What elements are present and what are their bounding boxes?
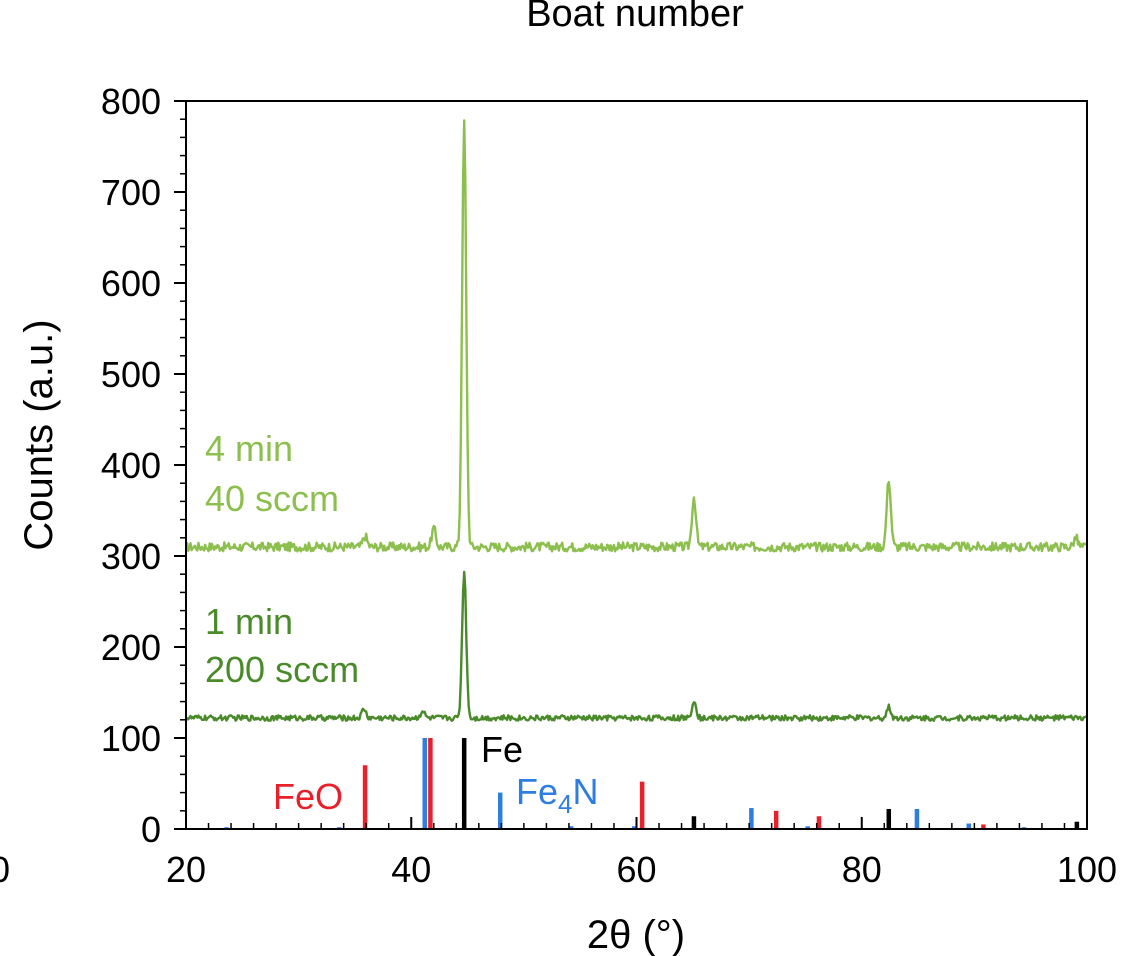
x-tick-label: 20 xyxy=(166,849,206,890)
series-label-1min-line2: 200 sccm xyxy=(205,649,359,690)
reference-label-fe: Fe xyxy=(481,729,523,770)
y-tick-label: 700 xyxy=(101,172,161,213)
fe4n-label-tail: N xyxy=(572,771,598,812)
x-tick-label: 100 xyxy=(1057,849,1117,890)
y-tick-label: 400 xyxy=(101,445,161,486)
reference-sticks-layer xyxy=(224,738,1080,829)
y-tick-label: 600 xyxy=(101,263,161,304)
fe4n-label-subscript: 4 xyxy=(558,789,572,819)
series-label-4min-line2: 40 sccm xyxy=(205,478,339,519)
series-line-1min-200sccm xyxy=(184,570,1088,722)
label-layer: 4 min 40 sccm 1 min 200 sccm FeO Fe Fe4N xyxy=(205,428,598,819)
reference-label-fe4n: Fe4N xyxy=(516,771,598,819)
series-label-1min-line1: 1 min xyxy=(205,601,293,642)
axis-layer: 20 40 60 80 100 0 100 200 300 400 500 600 700 800 xyxy=(101,81,1117,890)
cut-off-tick-label: 0 xyxy=(0,849,10,890)
chart-title: Boat number xyxy=(526,0,744,35)
y-axis-label: Counts (a.u.) xyxy=(17,319,61,550)
y-tick-label: 0 xyxy=(141,809,161,850)
series-layer xyxy=(184,119,1088,722)
y-tick-label: 100 xyxy=(101,718,161,759)
series-label-4min-line1: 4 min xyxy=(205,428,293,469)
x-tick-label: 40 xyxy=(391,849,431,890)
x-tick-label: 80 xyxy=(842,849,882,890)
x-axis-label: 2θ (°) xyxy=(587,913,685,956)
y-tick-label: 500 xyxy=(101,354,161,395)
y-tick-label: 200 xyxy=(101,627,161,668)
reference-label-feo: FeO xyxy=(273,776,343,817)
fe4n-label-base: Fe xyxy=(516,771,558,812)
series-line-4min-40sccm xyxy=(185,119,1088,553)
y-tick-label: 800 xyxy=(101,81,161,122)
y-tick-label: 300 xyxy=(101,536,161,577)
x-tick-label: 60 xyxy=(616,849,656,890)
